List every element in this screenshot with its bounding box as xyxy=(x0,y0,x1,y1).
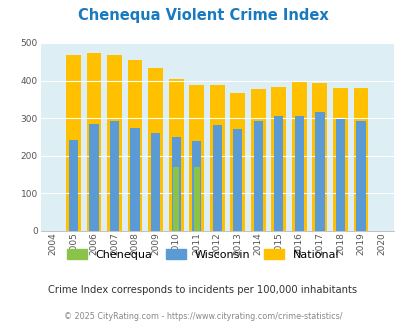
Bar xyxy=(193,167,199,231)
Bar xyxy=(66,54,81,231)
Bar xyxy=(209,85,224,231)
Bar xyxy=(232,129,242,231)
Bar xyxy=(151,133,160,231)
Bar xyxy=(127,60,142,231)
Text: Chenequa Violent Crime Index: Chenequa Violent Crime Index xyxy=(77,8,328,23)
Bar xyxy=(192,141,201,231)
Bar xyxy=(356,121,364,231)
Bar xyxy=(315,112,324,231)
Bar xyxy=(168,79,183,231)
Bar xyxy=(271,87,286,231)
Bar xyxy=(173,167,179,231)
Bar xyxy=(148,69,162,231)
Bar xyxy=(86,53,101,231)
Text: © 2025 CityRating.com - https://www.cityrating.com/crime-statistics/: © 2025 CityRating.com - https://www.city… xyxy=(64,312,341,321)
Bar xyxy=(294,116,303,231)
Bar xyxy=(230,92,245,231)
Bar xyxy=(69,140,78,231)
Bar xyxy=(250,89,265,231)
Bar xyxy=(253,121,262,231)
Text: Crime Index corresponds to incidents per 100,000 inhabitants: Crime Index corresponds to incidents per… xyxy=(48,285,357,295)
Bar xyxy=(130,128,139,231)
Bar xyxy=(273,116,283,231)
Bar xyxy=(110,121,119,231)
Bar xyxy=(107,55,122,231)
Bar xyxy=(335,119,344,231)
Legend: Chenequa, Wisconsin, National: Chenequa, Wisconsin, National xyxy=(66,249,339,260)
Bar xyxy=(332,88,347,231)
Bar xyxy=(171,137,180,231)
Bar xyxy=(291,81,306,231)
Bar xyxy=(189,85,204,231)
Bar xyxy=(353,88,367,231)
Bar xyxy=(312,83,326,231)
Bar xyxy=(89,124,98,231)
Bar xyxy=(212,125,221,231)
